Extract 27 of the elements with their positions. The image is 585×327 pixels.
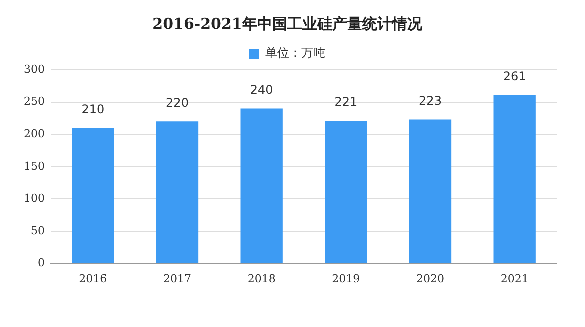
bar [156,122,199,264]
data-label: 240 [250,82,274,97]
data-label: 261 [503,69,526,84]
x-tick-label: 2021 [500,272,529,286]
chart-title: 2016-2021年中国工业硅产量统计情况 [152,14,424,33]
data-label: 223 [419,94,442,108]
bar [240,108,283,264]
y-tick-label: 0 [38,256,45,270]
y-tick-label: 50 [30,224,45,238]
data-label: 221 [334,95,358,110]
x-tick-label: 2017 [163,272,192,286]
bar [494,95,536,264]
y-tick-label: 250 [24,95,45,108]
x-tick-label: 2016 [79,272,108,286]
y-tick-label: 200 [24,127,45,140]
x-tick-label: 2019 [332,272,360,286]
x-tick-label: 2020 [416,272,444,286]
y-tick-label: 150 [24,160,45,173]
x-tick-label: 2018 [248,272,276,286]
bar [325,121,368,264]
data-label: 210 [82,102,105,116]
y-tick-label: 300 [24,62,45,76]
bar [72,128,114,264]
bar [409,120,452,264]
legend-label: 单位：万吨 [266,46,326,60]
data-label: 220 [166,96,189,110]
y-tick-label: 100 [24,192,45,206]
